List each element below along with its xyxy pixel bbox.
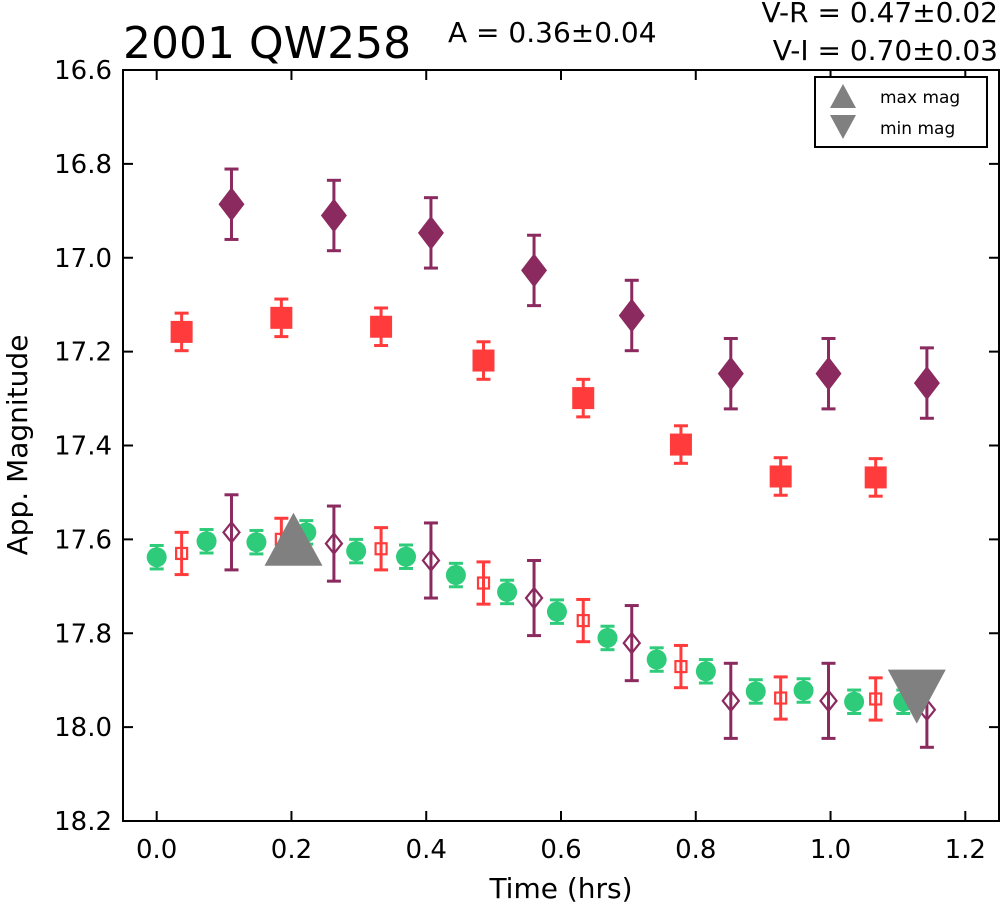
data-point-diamond [524, 586, 544, 610]
data-point-diamond [717, 356, 744, 391]
data-point-diamond [218, 187, 245, 222]
data-point-square [774, 691, 788, 705]
data-point-diamond [417, 215, 444, 250]
x-tick-label: 1.0 [810, 835, 851, 865]
legend-label-min-mag: min mag [880, 119, 955, 139]
data-point-circle [497, 581, 518, 602]
y-tick-label: 17.4 [54, 432, 112, 462]
legend: max mag min mag [814, 76, 988, 148]
data-point-diamond [421, 548, 441, 573]
data-point-diamond [721, 689, 741, 713]
data-point-circle [597, 627, 618, 648]
data-point-diamond [815, 356, 842, 391]
chart-title: 2001 QW258 [123, 18, 411, 69]
color-index-vr: V-R = 0.47±0.02 [762, 0, 998, 29]
series-1 [170, 297, 887, 498]
data-point-square [669, 433, 692, 456]
data-point-circle [196, 531, 217, 552]
x-tick-label: 0.8 [675, 835, 716, 865]
x-tick-label: 0.2 [271, 835, 312, 865]
max-mag-marker [264, 512, 323, 566]
data-point-circle [793, 680, 814, 701]
series-layer [146, 167, 940, 749]
data-point-diamond [622, 631, 642, 655]
data-point-square [572, 387, 595, 410]
data-point-diamond [913, 366, 940, 401]
data-point-diamond [618, 298, 645, 333]
x-tick-label: 1.2 [945, 835, 986, 865]
y-tick-label: 18.0 [54, 713, 112, 743]
axes-layer: 0.0 0.2 0.4 0.6 0.8 1.0 1.2 16.6 16.8 17.0 17.2 17.… [54, 56, 1000, 865]
x-axis-label: Time (hrs) [488, 872, 632, 904]
data-point-square [769, 465, 792, 488]
data-point-circle [745, 681, 766, 702]
y-tick-label: 16.6 [54, 56, 112, 86]
y-tick-label: 17.6 [54, 525, 112, 555]
data-point-circle [246, 532, 267, 553]
data-point-square [472, 349, 495, 372]
data-point-circle [445, 565, 466, 586]
series-3 [174, 516, 883, 722]
data-point-square [674, 659, 688, 674]
x-tick-label: 0.6 [540, 835, 581, 865]
data-point-square [864, 466, 887, 489]
data-point-square [374, 542, 388, 556]
data-point-square [170, 320, 193, 343]
min-mag-legend-icon [830, 115, 856, 139]
data-point-diamond [324, 531, 344, 556]
data-point-square [576, 613, 590, 628]
x-tick-label: 0.4 [406, 835, 447, 865]
data-point-circle [396, 546, 417, 567]
max-mag-legend-icon [830, 84, 856, 108]
y-tick-label: 18.2 [54, 807, 112, 837]
data-point-diamond [320, 198, 347, 233]
series-4 [146, 519, 914, 716]
y-tick-label: 17.8 [54, 619, 112, 649]
y-tick-label: 16.8 [54, 150, 112, 180]
color-index-vi: V-I = 0.70±0.03 [773, 34, 998, 67]
data-point-circle [146, 547, 167, 568]
data-point-diamond [819, 689, 838, 713]
data-point-square [370, 315, 393, 338]
data-point-square [476, 576, 491, 590]
data-point-circle [546, 601, 567, 622]
data-point-circle [695, 661, 716, 682]
data-point-circle [346, 541, 367, 562]
amplitude-text: A = 0.36±0.04 [448, 16, 657, 49]
data-point-circle [646, 649, 667, 670]
data-point-diamond [222, 520, 241, 545]
data-point-circle [844, 691, 865, 712]
legend-label-max-mag: max mag [880, 88, 960, 108]
extrema-marker-layer [264, 512, 946, 724]
y-tick-label: 17.0 [54, 244, 112, 274]
x-tick-label: 0.0 [136, 835, 177, 865]
y-axis-label: App. Magnitude [1, 335, 34, 556]
y-tick-label: 17.2 [54, 338, 112, 368]
data-point-square [869, 692, 883, 706]
data-point-square [175, 546, 189, 561]
min-mag-marker [887, 669, 946, 724]
data-point-square [270, 306, 293, 329]
data-point-diamond [521, 253, 548, 288]
series-0 [218, 167, 940, 420]
